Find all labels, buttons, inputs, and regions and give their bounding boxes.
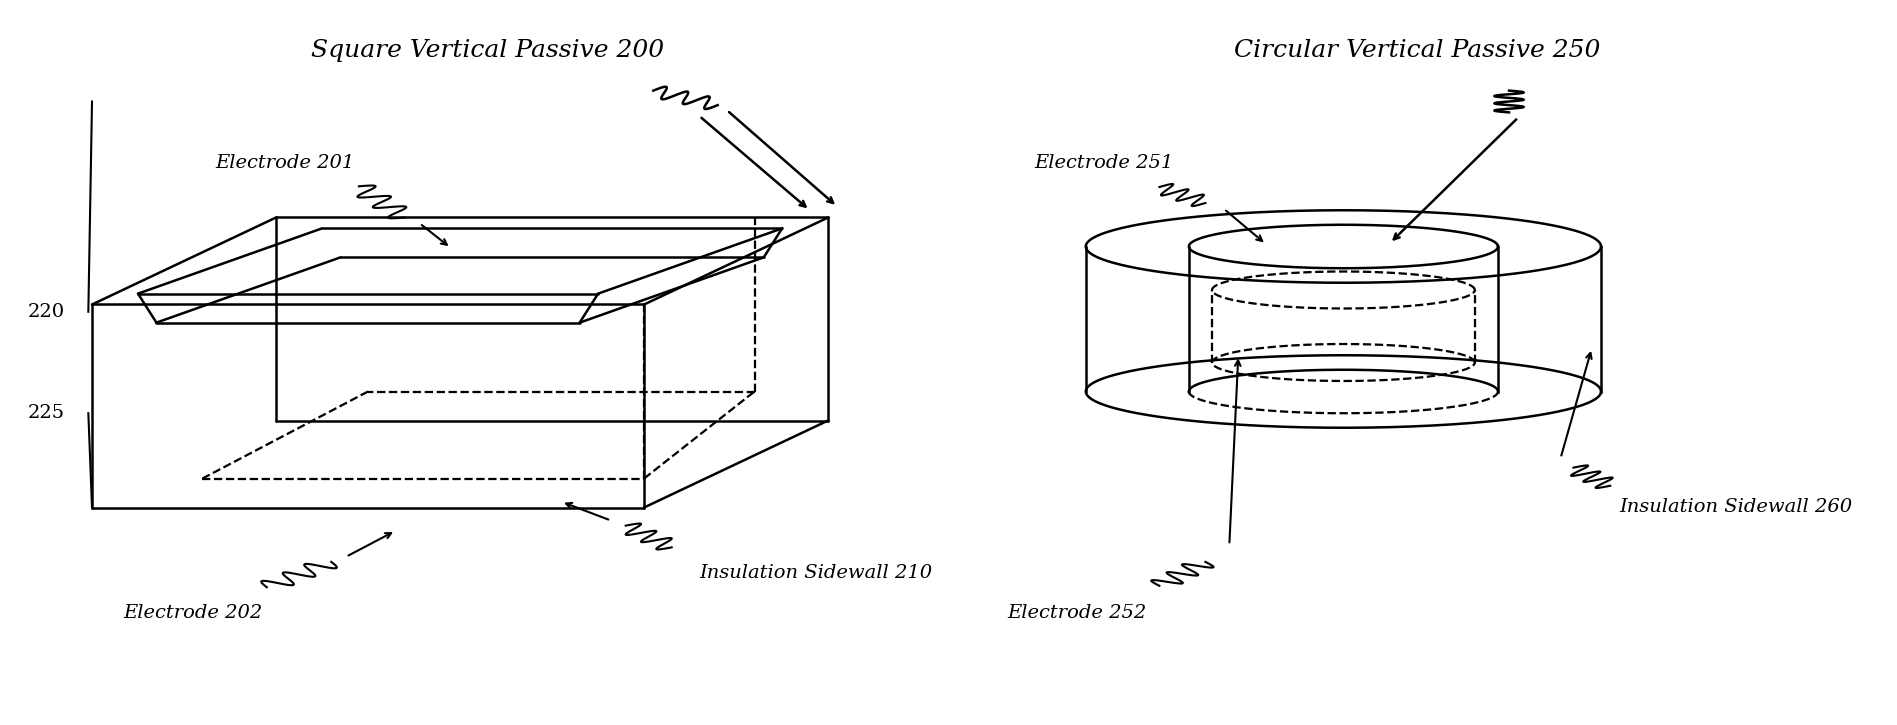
- Text: Insulation Sidewall 260: Insulation Sidewall 260: [1620, 499, 1853, 516]
- Text: 225: 225: [28, 405, 64, 422]
- Text: Electrode 252: Electrode 252: [1007, 604, 1146, 621]
- Text: Electrode 201: Electrode 201: [216, 154, 355, 172]
- Text: Insulation Sidewall 210: Insulation Sidewall 210: [700, 564, 933, 581]
- Text: Square Vertical Passive 200: Square Vertical Passive 200: [311, 39, 664, 62]
- Text: Electrode 251: Electrode 251: [1034, 154, 1174, 172]
- Text: 220: 220: [28, 303, 64, 320]
- Text: Electrode 202: Electrode 202: [123, 604, 264, 621]
- Text: Circular Vertical Passive 250: Circular Vertical Passive 250: [1233, 39, 1601, 62]
